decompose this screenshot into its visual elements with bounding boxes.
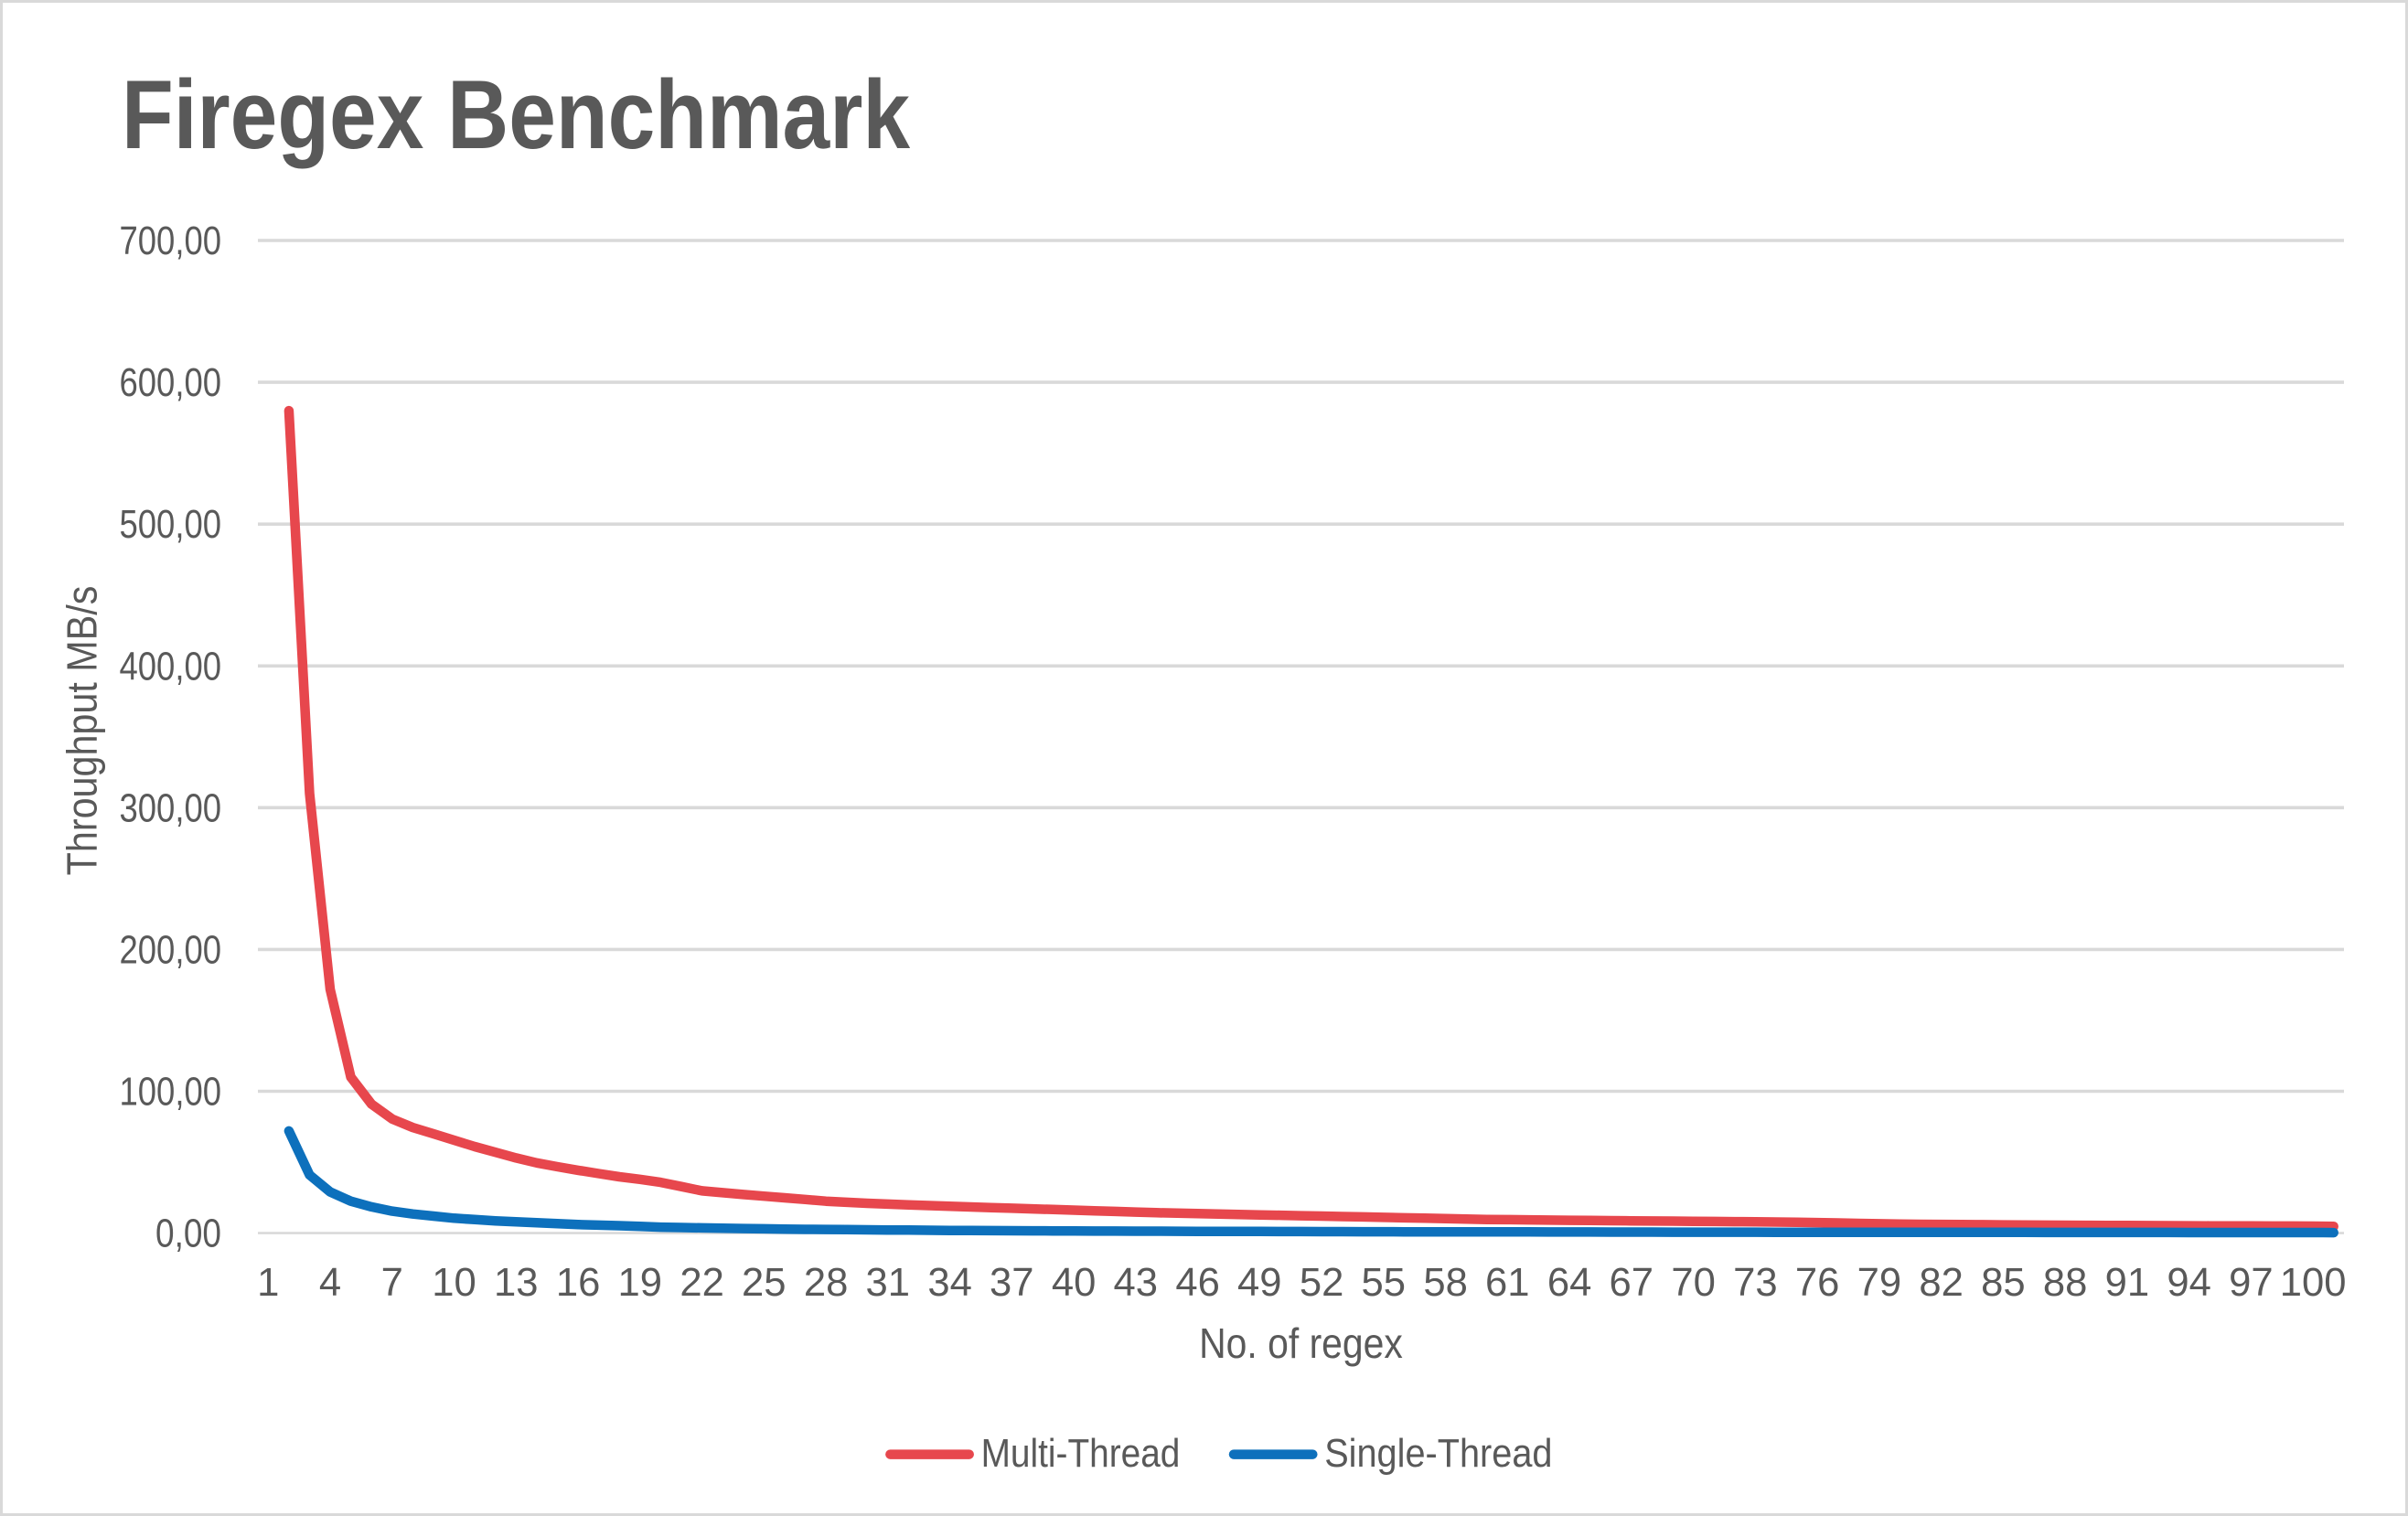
svg-text:100,00: 100,00 — [120, 1071, 222, 1115]
svg-text:1: 1 — [257, 1261, 279, 1305]
svg-text:55: 55 — [1362, 1261, 1407, 1305]
svg-text:58: 58 — [1423, 1261, 1468, 1305]
svg-text:16: 16 — [556, 1261, 601, 1305]
svg-text:61: 61 — [1485, 1261, 1530, 1305]
svg-text:200,00: 200,00 — [120, 928, 222, 972]
svg-text:52: 52 — [1300, 1261, 1344, 1305]
svg-text:0,00: 0,00 — [155, 1212, 221, 1256]
svg-text:70: 70 — [1671, 1261, 1716, 1305]
svg-text:43: 43 — [1114, 1261, 1159, 1305]
svg-text:97: 97 — [2229, 1261, 2274, 1305]
svg-text:31: 31 — [866, 1261, 911, 1305]
svg-text:700,00: 700,00 — [120, 219, 222, 263]
svg-text:4: 4 — [319, 1261, 341, 1305]
svg-text:67: 67 — [1610, 1261, 1654, 1305]
svg-text:91: 91 — [2105, 1261, 2150, 1305]
svg-text:300,00: 300,00 — [120, 786, 222, 830]
svg-text:500,00: 500,00 — [120, 503, 222, 547]
svg-text:82: 82 — [1919, 1261, 1964, 1305]
svg-text:49: 49 — [1237, 1261, 1282, 1305]
svg-text:600,00: 600,00 — [120, 361, 222, 405]
svg-text:46: 46 — [1175, 1261, 1220, 1305]
svg-text:Multi-Thread: Multi-Thread — [981, 1432, 1181, 1476]
svg-text:100: 100 — [2280, 1261, 2347, 1305]
svg-text:88: 88 — [2043, 1261, 2088, 1305]
svg-text:7: 7 — [381, 1261, 403, 1305]
svg-text:37: 37 — [990, 1261, 1034, 1305]
svg-text:40: 40 — [1052, 1261, 1097, 1305]
svg-text:73: 73 — [1733, 1261, 1778, 1305]
svg-text:64: 64 — [1547, 1261, 1592, 1305]
svg-text:10: 10 — [432, 1261, 476, 1305]
svg-text:Throughput MB/s: Throughput MB/s — [58, 586, 105, 876]
svg-text:94: 94 — [2167, 1261, 2211, 1305]
svg-text:No. of regex: No. of regex — [1199, 1319, 1403, 1367]
svg-text:400,00: 400,00 — [120, 645, 222, 689]
svg-text:19: 19 — [618, 1261, 663, 1305]
svg-text:13: 13 — [494, 1261, 539, 1305]
svg-text:Single-Thread: Single-Thread — [1324, 1432, 1552, 1476]
svg-text:22: 22 — [680, 1261, 724, 1305]
svg-text:34: 34 — [927, 1261, 972, 1305]
svg-text:Firegex Benchmark: Firegex Benchmark — [122, 60, 911, 169]
svg-text:79: 79 — [1857, 1261, 1902, 1305]
svg-text:85: 85 — [1981, 1261, 2026, 1305]
svg-text:25: 25 — [742, 1261, 787, 1305]
svg-text:28: 28 — [804, 1261, 849, 1305]
svg-text:76: 76 — [1795, 1261, 1840, 1305]
